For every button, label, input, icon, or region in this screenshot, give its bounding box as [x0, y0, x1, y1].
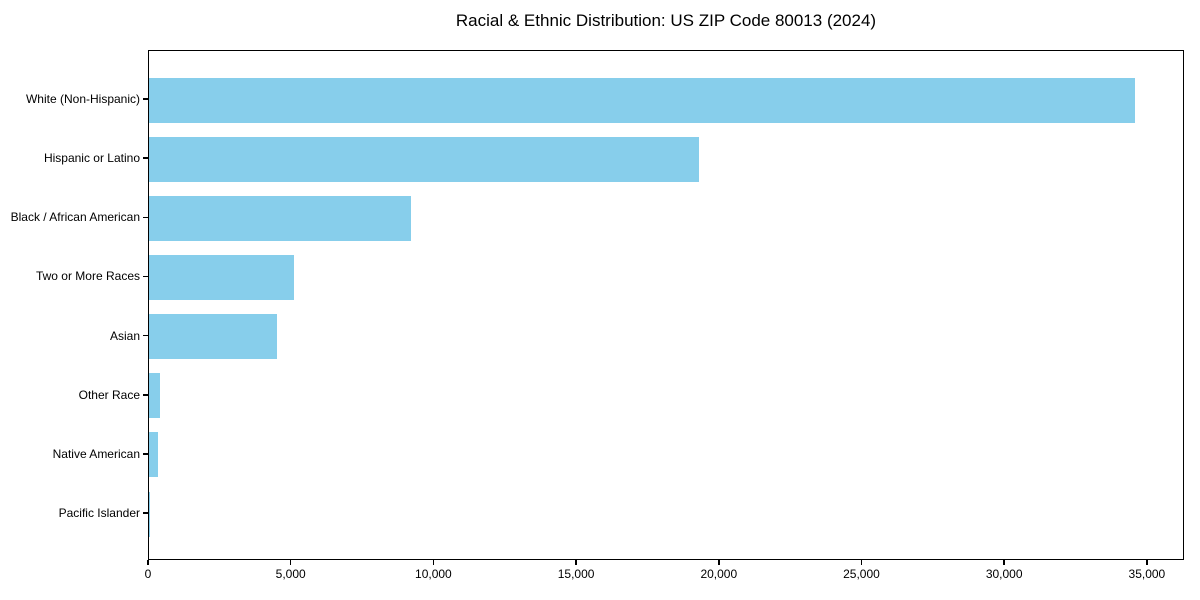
x-tick-label: 10,000: [415, 567, 452, 581]
bar-white-non-hispanic-: [149, 77, 1135, 123]
bar-other-race: [149, 373, 161, 419]
bar-asian: [149, 314, 278, 360]
y-tick-mark: [143, 453, 148, 455]
x-tick-label: 0: [144, 567, 152, 581]
x-tick-label: 15,000: [557, 567, 595, 581]
y-tick-label: Other Race: [78, 387, 140, 402]
x-tick-mark: [289, 560, 292, 565]
y-tick-label: Pacific Islander: [58, 506, 140, 521]
y-tick-label: Black / African American: [10, 210, 140, 225]
bar-pacific-islander: [149, 491, 151, 537]
x-tick-label: 5,000: [275, 567, 306, 581]
y-tick-label: Native American: [52, 446, 140, 461]
y-tick-label: Hispanic or Latino: [43, 151, 140, 166]
y-tick-mark: [143, 394, 148, 396]
x-tick-mark: [1146, 560, 1148, 565]
x-tick-mark: [147, 560, 149, 565]
x-tick-mark: [718, 560, 720, 565]
bar-black-african-american: [149, 195, 412, 241]
y-tick-mark: [143, 334, 148, 337]
y-tick-mark: [143, 512, 148, 514]
bar-two-or-more-races: [149, 254, 295, 300]
y-tick-label: Asian: [109, 328, 140, 343]
y-tick-mark: [143, 98, 148, 100]
chart-title: Racial & Ethnic Distribution: US ZIP Cod…: [455, 11, 877, 30]
x-tick-label: 35,000: [1128, 567, 1166, 581]
x-tick-mark: [575, 560, 577, 565]
x-tick-label: 20,000: [700, 567, 738, 581]
y-tick-mark: [143, 275, 148, 278]
plot-area: [148, 50, 1184, 560]
x-tick-mark: [1003, 560, 1005, 565]
y-tick-mark: [143, 216, 148, 219]
x-tick-label: 25,000: [843, 567, 880, 581]
y-tick-mark: [143, 157, 148, 159]
x-tick-mark: [432, 560, 435, 565]
bar-native-american: [149, 432, 158, 478]
y-tick-label: Two or More Races: [35, 269, 140, 284]
x-tick-label: 30,000: [985, 567, 1023, 581]
y-tick-label: White (Non-Hispanic): [25, 92, 140, 106]
x-tick-mark: [860, 560, 863, 565]
bar-hispanic-or-latino: [149, 136, 699, 182]
